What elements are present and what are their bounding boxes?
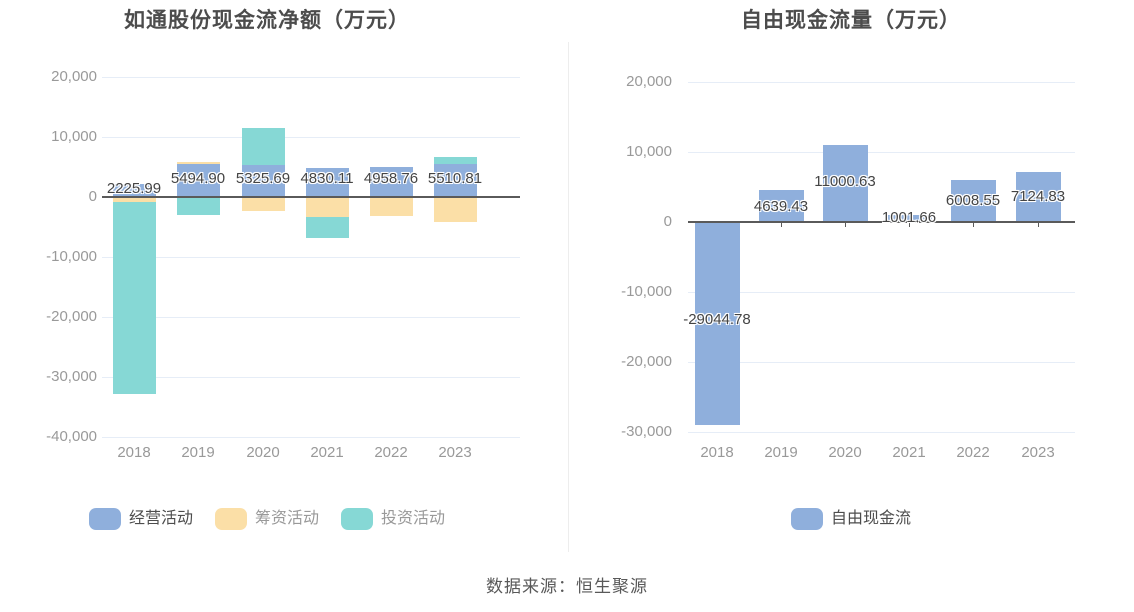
y-axis-tick-label: 20,000 <box>626 73 672 90</box>
legend-item-operating[interactable]: 经营活动 <box>88 508 193 530</box>
x-axis-label-2019: 2019 <box>181 444 215 461</box>
y-axis-tick-label: 0 <box>663 213 672 230</box>
legend-label-investing: 投资活动 <box>381 510 446 527</box>
bar-financing-2020[interactable] <box>241 197 285 211</box>
bar-free-cash-flow-2023[interactable] <box>1015 172 1061 222</box>
bar-financing-2023[interactable] <box>433 197 477 222</box>
gridline <box>102 257 520 258</box>
gridline <box>688 362 1075 363</box>
y-axis-tick-label: 0 <box>88 188 97 205</box>
gridline <box>102 437 520 438</box>
y-axis-tick-label: -40,000 <box>46 428 97 445</box>
legend-item-free-cash-flow[interactable]: 自由现金流 <box>790 508 911 530</box>
x-axis-label-2020: 2020 <box>246 444 280 461</box>
bar-operating-2018[interactable] <box>112 183 156 197</box>
x-axis-label-2021: 2021 <box>892 444 926 461</box>
x-axis-label-2020: 2020 <box>828 444 862 461</box>
bar-operating-2021[interactable] <box>305 168 349 197</box>
x-axis-label-2022: 2022 <box>374 444 408 461</box>
x-axis-label-2021: 2021 <box>310 444 344 461</box>
bar-financing-2018[interactable] <box>112 197 156 202</box>
bar-free-cash-flow-2019[interactable] <box>758 189 804 222</box>
axis-tick <box>973 223 974 227</box>
bar-free-cash-flow-2021[interactable] <box>886 214 932 222</box>
legend-item-investing[interactable]: 投资活动 <box>341 508 445 530</box>
y-axis-tick-label: 20,000 <box>51 68 97 85</box>
legend-label-financing: 筹资活动 <box>254 510 319 527</box>
bar-free-cash-flow-2018[interactable] <box>694 222 740 426</box>
legend-swatch-investing <box>341 508 373 530</box>
bar-free-cash-flow-2020[interactable] <box>822 144 868 222</box>
gridline <box>102 137 520 138</box>
legend-swatch-financing <box>214 508 247 530</box>
left-chart-legend: 经营活动 筹资活动 投资活动 <box>0 506 534 532</box>
legend-item-financing[interactable]: 筹资活动 <box>214 508 319 530</box>
y-axis-tick-label: -30,000 <box>46 368 97 385</box>
legend-swatch-free-cash-flow <box>790 508 823 530</box>
y-axis-tick-label: -10,000 <box>621 283 672 300</box>
bar-financing-2021[interactable] <box>305 197 349 217</box>
bar-operating-2022[interactable] <box>369 167 413 197</box>
x-axis-label-2019: 2019 <box>764 444 798 461</box>
data-source-note: 数据来源：恒生聚源 <box>486 577 648 596</box>
x-axis-label-2018: 2018 <box>700 444 734 461</box>
y-axis-tick-label: 10,000 <box>51 128 97 145</box>
y-axis-tick-label: -20,000 <box>46 308 97 325</box>
x-axis-label-2023: 2023 <box>438 444 472 461</box>
bar-operating-2020[interactable] <box>241 165 285 197</box>
gridline <box>102 377 520 378</box>
gridline <box>688 152 1075 153</box>
left-chart-title: 如通股份现金流净额（万元） <box>124 9 410 32</box>
legend-swatch-operating <box>88 508 121 530</box>
axis-tick <box>1038 223 1039 227</box>
x-axis-label-2018: 2018 <box>117 444 151 461</box>
gridline <box>688 432 1075 433</box>
axis-tick <box>909 223 910 227</box>
axis-tick <box>845 223 846 227</box>
bar-operating-2023[interactable] <box>433 163 477 197</box>
axis-tick <box>781 223 782 227</box>
gridline <box>102 317 520 318</box>
bar-operating-2019[interactable] <box>176 164 220 197</box>
y-axis-tick-label: -10,000 <box>46 248 97 265</box>
y-axis-tick-label: 10,000 <box>626 143 672 160</box>
gridline <box>688 82 1075 83</box>
right-chart-title: 自由现金流量（万元） <box>741 9 961 32</box>
legend-label-free-cash-flow: 自由现金流 <box>830 510 911 527</box>
x-axis-label-2022: 2022 <box>956 444 990 461</box>
y-axis-tick-label: -20,000 <box>621 353 672 370</box>
gridline <box>102 77 520 78</box>
bar-investing-2019[interactable] <box>176 197 220 215</box>
right-chart-legend: 自由现金流 <box>568 506 1134 532</box>
gridline <box>688 292 1075 293</box>
panel-divider <box>568 42 569 552</box>
legend-label-operating: 经营活动 <box>128 510 193 527</box>
x-axis-label-2023: 2023 <box>1021 444 1055 461</box>
bar-financing-2022[interactable] <box>369 197 413 217</box>
bar-investing-2018[interactable] <box>112 197 156 395</box>
bar-free-cash-flow-2022[interactable] <box>950 179 996 222</box>
y-axis-tick-label: -30,000 <box>621 423 672 440</box>
